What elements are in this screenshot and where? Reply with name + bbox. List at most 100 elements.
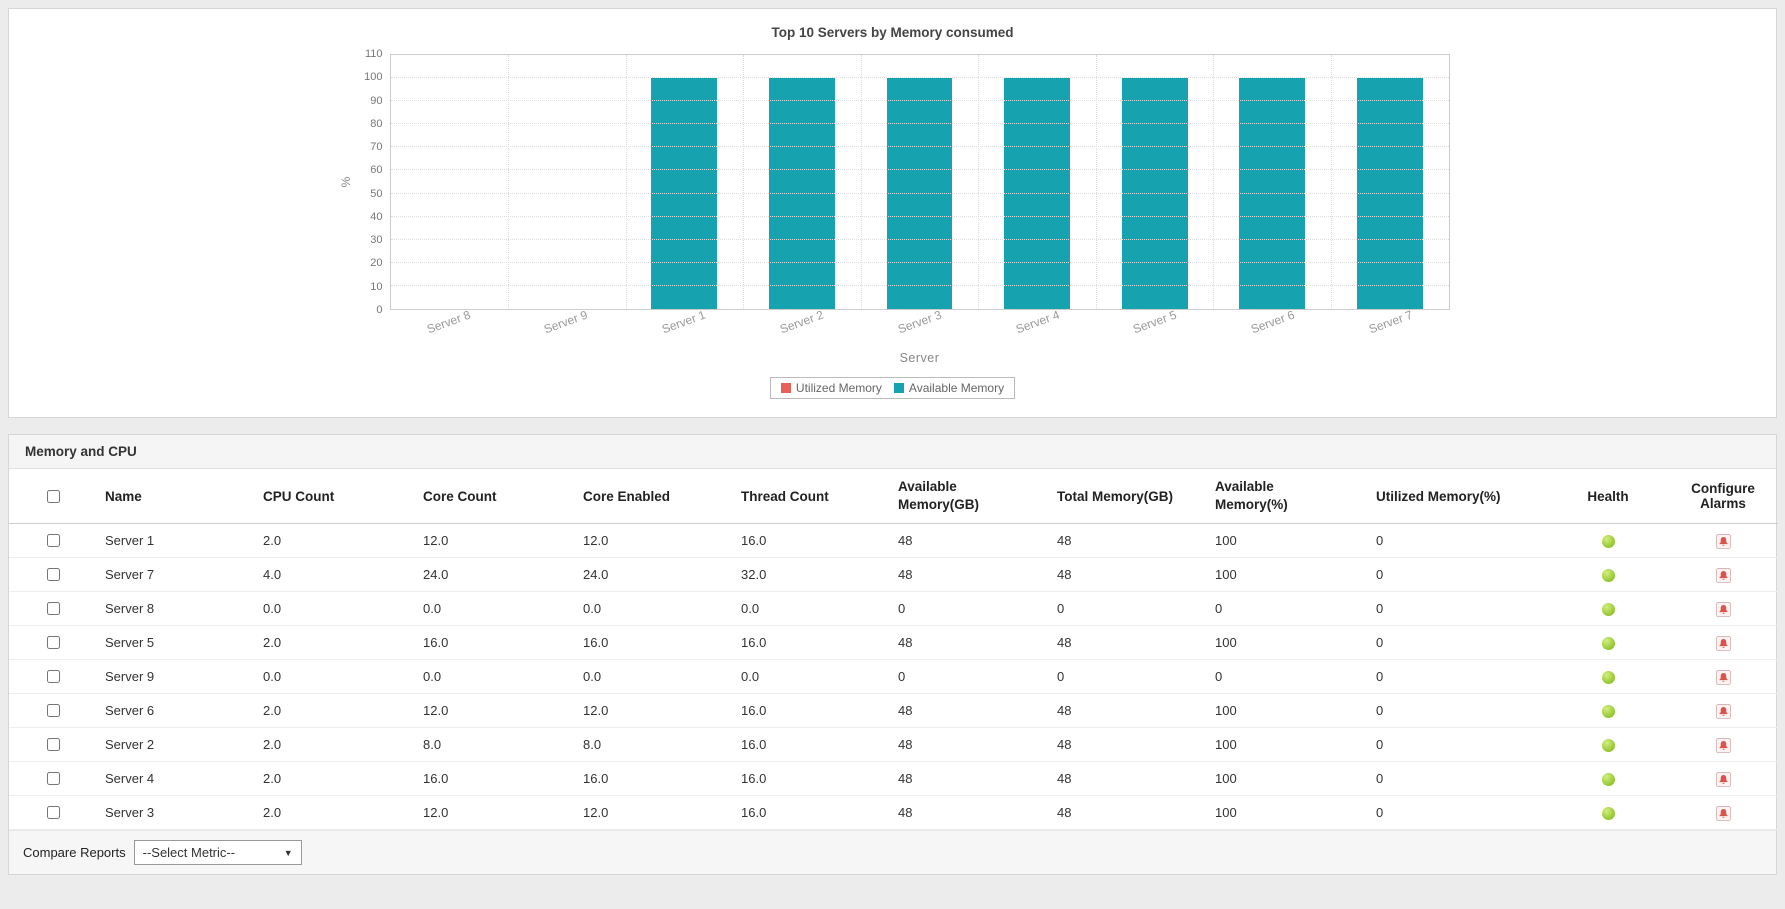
y-axis-tick: 60 [370, 164, 383, 177]
column-header-label: Configure Alarms [1691, 481, 1755, 512]
vertical-gridline [978, 55, 980, 309]
bar-slot [391, 55, 509, 309]
table-row: Server 9 0.0 0.0 0.0 0.0 0 0 0 0 [9, 659, 1778, 695]
row-checkbox-cell [9, 795, 97, 831]
value-cell: 16.0 [733, 761, 890, 797]
column-header-label: Core Count [423, 488, 497, 504]
chart-title: Top 10 Servers by Memory consumed [771, 25, 1014, 40]
health-cell [1548, 761, 1668, 797]
bar-segment [1356, 78, 1423, 309]
x-axis-labels: Server 8 Server 9 Server 1 Server 2 Server 3… [390, 308, 1450, 349]
configure-alarms-icon[interactable] [1715, 635, 1731, 651]
value-cell: 2.0 [255, 523, 415, 559]
table-row: Server 7 4.0 24.0 24.0 32.0 48 48 100 0 [9, 557, 1778, 593]
configure-alarms-cell [1668, 727, 1778, 763]
column-header: Health [1548, 469, 1668, 525]
bar-stack [769, 55, 835, 309]
x-label-slot: Server 9 [507, 308, 625, 349]
configure-alarms-icon[interactable] [1715, 669, 1731, 685]
value-cell: 48 [1049, 761, 1207, 797]
x-label-slot: Server 2 [743, 308, 861, 349]
value-cell: 0.0 [255, 591, 415, 627]
value-cell: 0.0 [415, 659, 575, 695]
bar-stack [416, 55, 482, 309]
health-cell [1548, 659, 1668, 695]
configure-alarms-icon[interactable] [1715, 771, 1731, 787]
value-cell: 100 [1207, 523, 1368, 559]
value-cell: 24.0 [415, 557, 575, 593]
y-axis-tick: 110 [364, 48, 383, 60]
select-all-checkbox[interactable] [47, 489, 60, 503]
value-cell: 12.0 [415, 795, 575, 831]
bar-segment [769, 78, 835, 309]
legend-item: Available Memory [893, 381, 1004, 395]
table-header-row: Name CPU Count Core Count Core Enabled Threa… [9, 469, 1778, 525]
row-checkbox[interactable] [47, 568, 60, 582]
legend-swatch [893, 383, 904, 393]
horizontal-gridline [390, 215, 1449, 217]
row-checkbox[interactable] [47, 806, 60, 820]
table-row: Server 8 0.0 0.0 0.0 0.0 0 0 0 0 [9, 591, 1778, 627]
x-axis-label: Server 2 [778, 307, 826, 337]
column-header-label: CPU Count [263, 488, 335, 504]
metric-select-dropdown[interactable]: --Select Metric-- ▼ [133, 840, 302, 866]
value-cell: 100 [1207, 795, 1368, 831]
value-cell: 24.0 [575, 557, 733, 593]
row-checkbox-cell [9, 659, 97, 695]
configure-alarms-cell [1668, 591, 1778, 627]
configure-alarms-cell [1668, 761, 1778, 797]
y-axis-tick: 100 [364, 71, 383, 84]
health-status-icon [1601, 535, 1615, 549]
configure-alarms-icon[interactable] [1715, 601, 1731, 617]
horizontal-gridline [390, 169, 1449, 171]
x-label-slot: Server 5 [1096, 308, 1214, 349]
bar-stack [1004, 55, 1070, 309]
x-axis-label: Server 3 [895, 307, 944, 337]
value-cell: 48 [890, 523, 1049, 559]
column-header: Utilized Memory(%) [1368, 469, 1548, 525]
legend-row: Utilized Memory Available Memory [9, 377, 1776, 399]
x-axis-label: Server 7 [1366, 307, 1415, 337]
value-cell: 2.0 [255, 761, 415, 797]
row-checkbox[interactable] [47, 636, 60, 650]
value-cell: 8.0 [575, 727, 733, 763]
bar-slot [743, 55, 861, 309]
configure-alarms-cell [1668, 659, 1778, 695]
value-cell: 0 [1368, 693, 1548, 729]
column-header: Available Memory(%) [1207, 469, 1368, 525]
column-header: CPU Count [255, 469, 415, 525]
configure-alarms-icon[interactable] [1715, 805, 1731, 821]
value-cell: 48 [1049, 727, 1207, 763]
health-status-icon [1601, 671, 1615, 685]
table-title: Memory and CPU [9, 435, 1776, 469]
y-axis-tick: 70 [370, 141, 383, 154]
row-checkbox[interactable] [47, 602, 60, 616]
bar-stack [534, 55, 600, 309]
row-checkbox[interactable] [47, 670, 60, 684]
configure-alarms-icon[interactable] [1715, 703, 1731, 719]
legend-item: Utilized Memory [780, 381, 882, 395]
table-row: Server 3 2.0 12.0 12.0 16.0 48 48 100 0 [9, 795, 1778, 831]
horizontal-gridline [390, 100, 1449, 102]
configure-alarms-icon[interactable] [1715, 737, 1731, 753]
row-checkbox[interactable] [47, 772, 60, 786]
compare-reports-label: Compare Reports [23, 845, 126, 861]
value-cell: 48 [890, 693, 1049, 729]
x-label-slot: Server 1 [625, 308, 743, 349]
value-cell: 48 [1049, 523, 1207, 559]
configure-alarms-icon[interactable] [1715, 533, 1731, 549]
value-cell: 100 [1207, 625, 1368, 661]
row-checkbox[interactable] [47, 534, 60, 548]
row-checkbox[interactable] [47, 738, 60, 752]
bar-slot [1213, 55, 1331, 309]
x-label-slot: Server 6 [1214, 308, 1332, 349]
row-checkbox[interactable] [47, 704, 60, 718]
bar-stack [1239, 55, 1306, 309]
plot-area [389, 54, 1450, 310]
y-axis-tick: 10 [370, 280, 383, 293]
table-row: Server 2 2.0 8.0 8.0 16.0 48 48 100 0 [9, 727, 1778, 763]
configure-alarms-cell [1668, 625, 1778, 661]
horizontal-gridline [390, 123, 1449, 125]
configure-alarms-icon[interactable] [1715, 567, 1731, 583]
bar-slot [1331, 55, 1449, 309]
